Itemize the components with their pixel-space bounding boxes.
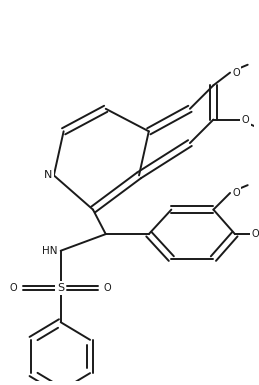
Text: S: S xyxy=(57,283,64,293)
Text: HN: HN xyxy=(42,246,58,256)
Text: O: O xyxy=(242,115,249,125)
Text: O: O xyxy=(232,68,240,77)
Text: O: O xyxy=(104,283,111,293)
Text: O: O xyxy=(251,229,259,239)
Text: O: O xyxy=(232,188,240,198)
Text: O: O xyxy=(10,283,18,293)
Text: N: N xyxy=(44,171,52,180)
